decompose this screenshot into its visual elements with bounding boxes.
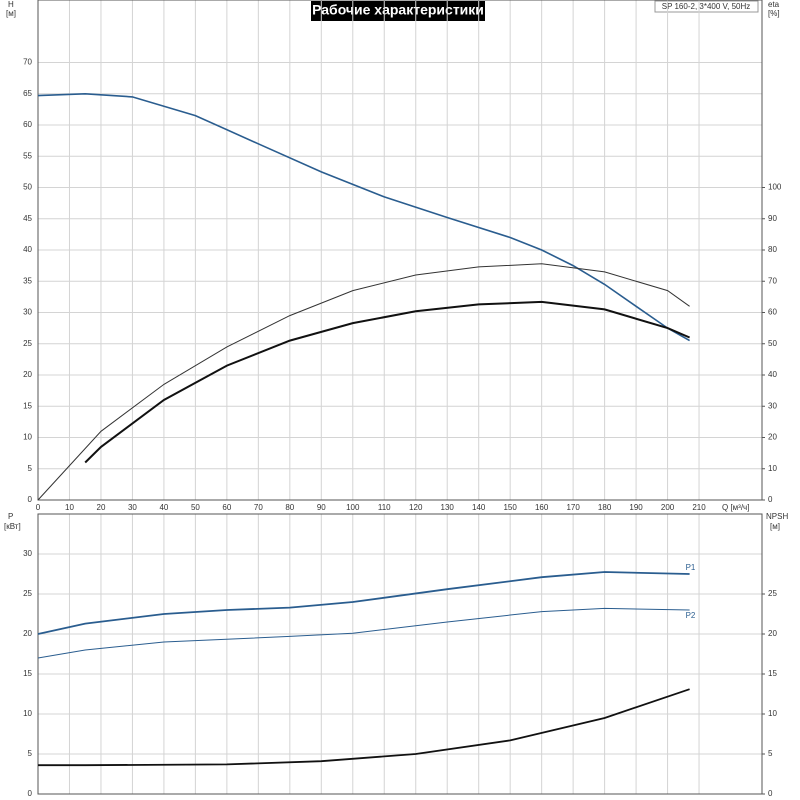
y-label: P [8,512,13,521]
y-tick-label: 70 [23,58,32,67]
y-tick-label: 65 [23,89,32,98]
x-tick-label: 130 [441,503,455,512]
curve-label: P1 [686,563,696,572]
y2-tick-label: 25 [768,589,777,598]
curve [37,263,690,501]
x-tick-label: 140 [472,503,486,512]
x-tick-label: 20 [97,503,106,512]
x-tick-label: 0 [36,503,41,512]
curve [37,571,690,635]
y-tick-label: 30 [23,549,32,558]
y2-tick-label: 20 [768,629,777,638]
x-label: Q [м³/ч] [722,503,749,512]
y2-tick-label: 70 [768,276,777,285]
y2-tick-label: 0 [768,789,773,798]
y2-tick-label: 20 [768,433,777,442]
y-tick-label: 5 [28,464,33,473]
x-tick-label: 50 [191,503,200,512]
y-unit: [кВт] [4,522,21,531]
y-tick-label: 25 [23,589,32,598]
x-tick-label: 10 [65,503,74,512]
y2-tick-label: 15 [768,669,777,678]
y2-tick-label: 40 [768,370,777,379]
y-tick-label: 50 [23,183,32,192]
title-box [311,1,485,21]
curve [37,607,690,659]
annotation-box [654,0,759,13]
x-tick-label: 120 [409,503,423,512]
plot-frame [37,0,763,501]
y2-tick-label: 10 [768,464,777,473]
y2-unit: [м] [770,522,780,531]
y2-tick-label: 0 [768,495,773,504]
y2-tick-label: 90 [768,214,777,223]
y2-unit: [%] [768,9,780,18]
x-tick-label: 100 [346,503,360,512]
y2-tick-label: 60 [768,308,777,317]
x-tick-label: 190 [629,503,643,512]
y-tick-label: 30 [23,308,32,317]
x-tick-label: 30 [128,503,137,512]
y-tick-label: 0 [28,789,33,798]
x-tick-label: 170 [566,503,580,512]
x-tick-label: 110 [378,503,391,512]
curve [37,92,690,342]
y-unit: [м] [6,9,16,18]
y-tick-label: 45 [23,214,32,223]
y-tick-label: 15 [23,401,32,410]
y2-tick-label: 10 [768,709,777,718]
y-tick-label: 20 [23,370,32,379]
y2-tick-label: 5 [768,749,773,758]
curve [38,688,690,767]
y2-tick-label: 50 [768,339,777,348]
y-tick-label: 25 [23,339,32,348]
curve-label: P2 [686,611,696,620]
plot-frame [37,513,763,795]
x-tick-label: 150 [503,503,517,512]
y-tick-label: 20 [23,629,32,638]
annotation: SP 160-2, 3*400 V, 50Hz [662,2,751,11]
chart-title: Рабочие характеристики [312,2,484,18]
x-tick-label: 70 [254,503,263,512]
y-tick-label: 60 [23,120,32,129]
y2-tick-label: 80 [768,245,777,254]
y-tick-label: 40 [23,245,32,254]
y2-label: eta [768,0,780,9]
y-label: H [8,0,14,9]
y-tick-label: 0 [28,495,33,504]
y-tick-label: 5 [28,749,33,758]
y-tick-label: 35 [23,276,32,285]
y-tick-label: 15 [23,669,32,678]
y2-tick-label: 30 [768,401,777,410]
x-tick-label: 210 [692,503,706,512]
x-tick-label: 200 [661,503,675,512]
y2-label: NPSH [766,512,788,521]
x-tick-label: 160 [535,503,549,512]
y2-tick-label: 100 [768,183,782,192]
x-tick-label: 90 [317,503,326,512]
y-tick-label: 55 [23,151,32,160]
x-tick-label: 60 [222,503,231,512]
y-tick-label: 10 [23,433,32,442]
x-tick-label: 40 [159,503,168,512]
curve [84,300,690,464]
x-tick-label: 80 [285,503,294,512]
y-tick-label: 10 [23,709,32,718]
x-tick-label: 180 [598,503,612,512]
